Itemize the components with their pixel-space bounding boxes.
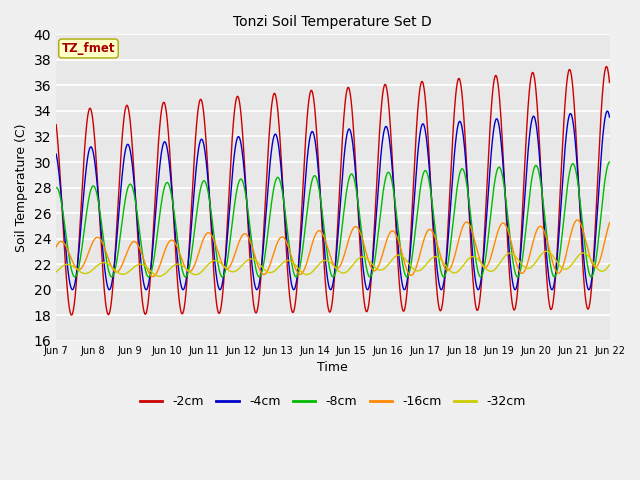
-4cm — [237, 144, 245, 150]
Title: Tonzi Soil Temperature Set D: Tonzi Soil Temperature Set D — [234, 15, 432, 29]
-8cm — [237, 176, 245, 182]
-4cm — [162, 140, 170, 146]
-16cm — [573, 217, 581, 223]
Legend: -2cm, -4cm, -8cm, -16cm, -32cm: -2cm, -4cm, -8cm, -16cm, -32cm — [135, 390, 531, 413]
-2cm — [492, 73, 499, 79]
Line: -32cm: -32cm — [56, 252, 609, 276]
-4cm — [175, 271, 183, 277]
-8cm — [366, 274, 374, 280]
Line: -16cm: -16cm — [56, 220, 609, 276]
-2cm — [68, 312, 76, 318]
-16cm — [52, 244, 60, 250]
Line: -2cm: -2cm — [56, 67, 609, 315]
-4cm — [604, 108, 611, 114]
Line: -4cm: -4cm — [56, 111, 609, 290]
-2cm — [540, 232, 548, 238]
-4cm — [540, 220, 548, 226]
-2cm — [605, 80, 613, 85]
Text: TZ_fmet: TZ_fmet — [61, 42, 115, 55]
-16cm — [163, 244, 170, 250]
-8cm — [419, 172, 427, 178]
-16cm — [237, 234, 245, 240]
-32cm — [419, 265, 427, 271]
-8cm — [492, 175, 499, 181]
-32cm — [237, 263, 245, 269]
-2cm — [237, 117, 245, 123]
-2cm — [52, 122, 60, 128]
-2cm — [163, 108, 170, 114]
-32cm — [176, 262, 184, 267]
-8cm — [175, 249, 183, 255]
-4cm — [216, 287, 224, 293]
-16cm — [540, 228, 548, 234]
Line: -8cm: -8cm — [56, 162, 609, 277]
-32cm — [156, 274, 163, 279]
-8cm — [52, 185, 60, 191]
-16cm — [419, 240, 427, 246]
-16cm — [492, 238, 499, 243]
-4cm — [605, 114, 613, 120]
-32cm — [605, 262, 613, 267]
-32cm — [543, 249, 550, 254]
Y-axis label: Soil Temperature (C): Soil Temperature (C) — [15, 123, 28, 252]
-4cm — [419, 121, 427, 127]
-8cm — [605, 159, 613, 165]
-16cm — [605, 220, 613, 226]
-4cm — [52, 151, 60, 157]
-8cm — [540, 208, 548, 214]
-32cm — [492, 266, 499, 272]
X-axis label: Time: Time — [317, 361, 348, 374]
-32cm — [163, 270, 170, 276]
-32cm — [540, 249, 548, 255]
-2cm — [419, 80, 427, 86]
-32cm — [52, 269, 60, 275]
-16cm — [176, 251, 184, 256]
-4cm — [492, 118, 499, 124]
-16cm — [149, 274, 157, 279]
-8cm — [162, 181, 170, 187]
-2cm — [603, 64, 611, 70]
-2cm — [176, 300, 184, 306]
